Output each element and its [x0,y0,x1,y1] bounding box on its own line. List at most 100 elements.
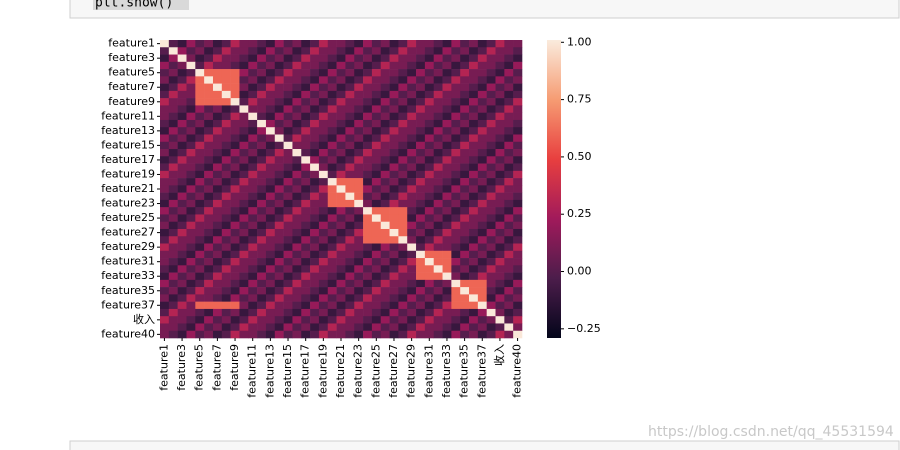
heatmap-cell [327,149,337,157]
heatmap-cell [371,105,382,113]
heatmap-cell [442,199,452,208]
heatmap-cell [195,199,205,208]
heatmap-cell [495,221,505,230]
y-tick-label: feature11 [101,109,155,122]
heatmap-cell [239,149,249,157]
heatmap-cell [336,265,346,273]
heatmap-cell [310,47,320,55]
heatmap-cell [212,301,223,310]
heatmap-cell [504,127,514,135]
heatmap-cell [424,243,435,252]
empty-cell[interactable] [69,440,900,450]
heatmap-cell [239,287,249,295]
heatmap-cell [318,112,329,121]
heatmap-cell [160,308,170,317]
heatmap-cell [460,265,470,273]
heatmap-cell [292,61,302,70]
heatmap-cell [469,250,479,259]
heatmap-cell [460,83,470,92]
heatmap-cell [195,54,205,63]
heatmap-cell [177,279,187,288]
heatmap-cell [433,119,443,128]
heatmap-cell [486,207,496,215]
heatmap-cell [460,141,470,150]
watermark: https://blog.csdn.net/qq_45531594 [648,424,894,440]
heatmap-cell [257,308,267,317]
heatmap-cell [354,98,364,106]
heatmap-cell [212,316,223,324]
heatmap-cell [363,83,373,92]
heatmap-cell [168,294,178,302]
heatmap-cell [177,250,187,259]
heatmap-cell [248,221,258,230]
heatmap-cell [204,127,214,135]
heatmap-cell [265,294,276,302]
heatmap-cell [336,250,346,259]
heatmap-cell [416,316,426,324]
heatmap-cell [230,214,240,223]
heatmap-cell [363,287,373,295]
heatmap-cell [354,221,364,230]
heatmap-cell [398,76,408,84]
heatmap-cell [407,228,417,237]
y-tick-label: feature15 [101,138,155,151]
heatmap-cell [221,127,231,135]
heatmap-cell [292,323,302,332]
heatmap-cell [327,134,337,143]
heatmap-cell [274,279,284,288]
heatmap-cell [230,272,240,281]
heatmap-cell [469,69,479,77]
heatmap-cell [451,54,461,63]
heatmap-cell [168,127,178,135]
heatmap-cell [186,301,196,310]
heatmap-cell [310,61,320,70]
heatmap-cell [239,134,249,143]
heatmap-cell [371,98,382,106]
heatmap-cell [407,134,417,143]
heatmap-cell [265,258,276,266]
heatmap-cell [477,178,487,186]
heatmap-cell [310,141,320,150]
heatmap-cell [204,330,214,339]
heatmap-cell [257,141,267,150]
heatmap-cell [345,98,355,106]
heatmap-cell [433,243,443,252]
heatmap-cell [168,76,178,84]
heatmap-cell [212,61,223,70]
heatmap-cell [433,192,443,201]
heatmap-cell [460,214,470,223]
heatmap-cell [257,185,267,193]
heatmap-cell [283,54,293,63]
heatmap-cell [354,279,364,288]
heatmap-cell [495,330,505,339]
heatmap-cell [160,207,170,215]
heatmap-cell [354,134,364,143]
heatmap-cell [504,134,514,143]
heatmap-cell [407,323,417,332]
heatmap-cell [168,40,178,48]
heatmap-cell [301,90,311,99]
heatmap-cell [345,163,355,172]
heatmap-cell [442,323,452,332]
heatmap-cell [433,199,443,208]
heatmap-cell [469,127,479,135]
heatmap-cell [442,178,452,186]
heatmap-cell [442,90,452,99]
heatmap-cell [513,323,523,332]
heatmap-cell [195,207,205,215]
heatmap-cell [495,149,505,157]
code-cell[interactable] [69,0,900,19]
heatmap-cell [380,61,390,70]
heatmap-cell [416,69,426,77]
heatmap-cell [195,112,205,121]
heatmap-cell [265,236,276,244]
heatmap-cell [513,163,523,172]
heatmap-cell [354,316,364,324]
heatmap-cell [460,192,470,201]
heatmap-cell [460,98,470,106]
heatmap-cell [195,185,205,193]
heatmap-cell [477,207,487,215]
heatmap-cell [327,54,337,63]
heatmap-cell [469,243,479,252]
heatmap-cell [301,119,311,128]
